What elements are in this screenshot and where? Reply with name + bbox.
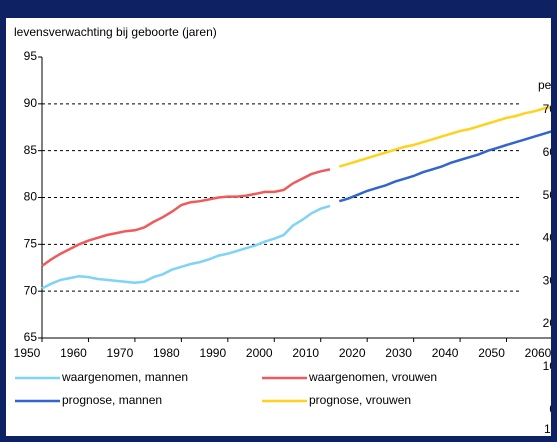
right-panel-tick: 20 <box>543 316 557 330</box>
series-line <box>338 130 551 203</box>
series-line <box>338 105 551 168</box>
x-tick-label: 1970 <box>107 346 134 360</box>
chart: levensverwachting bij geboorte (jaren) 6… <box>14 25 557 436</box>
panel <box>6 18 551 436</box>
x-tick-label: 2020 <box>339 346 366 360</box>
right-panel-tick: 50 <box>543 188 557 202</box>
y-tick-label: 90 <box>24 96 38 110</box>
legend-label: prognose, mannen <box>62 393 162 407</box>
y-tick-label: 85 <box>24 143 38 157</box>
right-panel-tick: 60 <box>543 145 557 159</box>
series-line <box>41 168 331 267</box>
legend-label: waargenomen, mannen <box>61 370 188 384</box>
x-tick-label: 2010 <box>292 346 319 360</box>
right-panel-tick: 30 <box>543 273 557 287</box>
x-tick-label: 1960 <box>60 346 87 360</box>
series-line <box>41 204 331 290</box>
y-tick-label: 70 <box>24 283 38 297</box>
x-tick-label: 1980 <box>153 346 180 360</box>
y-tick-label: 80 <box>24 190 38 204</box>
legend-label: prognose, vrouwen <box>309 393 411 407</box>
x-tick-label: 2050 <box>478 346 505 360</box>
right-panel-tick: 40 <box>543 231 557 245</box>
y-tick-label: 95 <box>24 49 38 63</box>
x-tick-label: 2040 <box>432 346 459 360</box>
right-panel-tick: 10 <box>543 359 557 373</box>
legend-label: waargenomen, vrouwen <box>308 370 437 384</box>
x-tick-label: 1990 <box>199 346 226 360</box>
right-panel-label: pe <box>538 78 552 92</box>
right-panel-tick: 70 <box>543 102 557 116</box>
x-tick-label: 2060 <box>525 346 552 360</box>
y-tick-label: 65 <box>24 330 38 344</box>
x-tick-label: 2000 <box>246 346 273 360</box>
x-tick-label: 1950 <box>14 346 41 360</box>
x-tick-label: 2030 <box>385 346 412 360</box>
y-tick-label: 75 <box>24 237 38 251</box>
right-panel-x-label: 1 <box>544 422 551 436</box>
chart-title: levensverwachting bij geboorte (jaren) <box>14 25 217 39</box>
right-panel-tick: 0 <box>549 402 556 416</box>
